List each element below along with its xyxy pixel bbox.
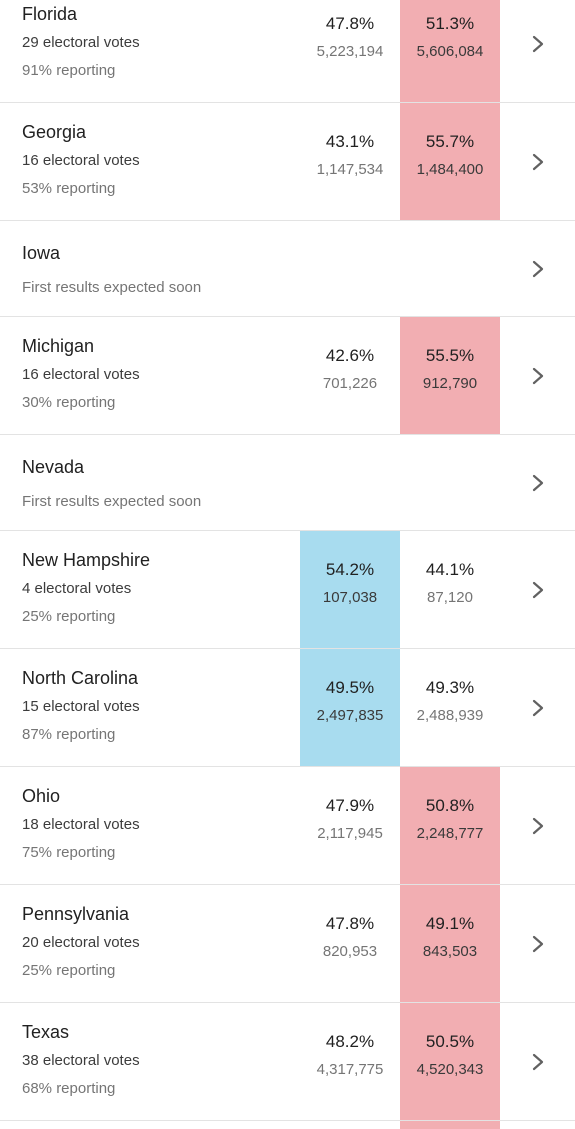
rep-result-cell: 55.5% 912,790 xyxy=(400,317,500,434)
chevron-right-icon[interactable] xyxy=(528,580,548,600)
electoral-votes: 38 electoral votes xyxy=(22,1052,140,1069)
dem-vote-count: 1,147,534 xyxy=(316,161,384,178)
state-row-texas[interactable]: 48.2% 4,317,775 50.5% 4,520,343 Texas 38 elec… xyxy=(0,1003,575,1121)
reporting-percent: 30% reporting xyxy=(22,394,116,411)
chevron-right-icon[interactable] xyxy=(528,816,548,836)
rep-vote-percent: 51.3% xyxy=(425,14,475,33)
dem-vote-count: 820,953 xyxy=(322,943,378,960)
dem-result-cell: 47.8% 5,223,194 xyxy=(300,0,400,102)
state-row-north-carolina[interactable]: 49.5% 2,497,835 49.3% 2,488,939 North Caroli… xyxy=(0,649,575,767)
dem-result-cell: 42.6% 701,226 xyxy=(300,317,400,434)
dem-vote-percent: 47.8% xyxy=(325,14,375,33)
dem-vote-percent: 48.2% xyxy=(325,1032,375,1051)
chevron-right-icon[interactable] xyxy=(528,366,548,386)
reporting-percent: 25% reporting xyxy=(22,608,116,625)
reporting-percent: 91% reporting xyxy=(22,62,116,79)
rep-result-cell: 50.5% 4,520,343 xyxy=(400,1003,500,1120)
rep-result-cell: 44.1% 87,120 xyxy=(400,531,500,648)
chevron-right-icon[interactable] xyxy=(528,152,548,172)
electoral-votes: 20 electoral votes xyxy=(22,934,140,951)
dem-result-cell: 47.9% 2,117,945 xyxy=(300,767,400,884)
reporting-percent: 75% reporting xyxy=(22,844,116,861)
dem-vote-percent: 47.8% xyxy=(325,914,375,933)
state-name: Texas xyxy=(22,1022,70,1042)
rep-vote-percent: 50.5% xyxy=(425,1032,475,1051)
reporting-percent: 87% reporting xyxy=(22,726,116,743)
dem-vote-count: 4,317,775 xyxy=(316,1061,384,1078)
state-name: New Hampshire xyxy=(22,550,151,570)
state-name: Georgia xyxy=(22,122,87,142)
dem-result-cell: 48.2% 4,317,775 xyxy=(300,1003,400,1120)
dem-vote-count: 2,117,945 xyxy=(317,825,383,842)
state-row-pennsylvania[interactable]: 47.8% 820,953 49.1% 843,503 Pennsylvania 20 e… xyxy=(0,885,575,1003)
state-name: Iowa xyxy=(22,243,61,263)
dem-result-cell: 49.5% 2,497,835 xyxy=(300,649,400,766)
rep-vote-percent: 55.5% xyxy=(425,346,475,365)
rep-result-cell: 51.3% 5,606,084 xyxy=(400,0,500,102)
rep-vote-count: 912,790 xyxy=(422,375,478,392)
results-status: First results expected soon xyxy=(22,279,202,296)
rep-result-cell: 55.7% 1,484,400 xyxy=(400,103,500,220)
state-name: Pennsylvania xyxy=(22,904,130,924)
rep-vote-count: 87,120 xyxy=(427,589,473,606)
rep-vote-percent: 49.1% xyxy=(425,914,475,933)
state-row-michigan[interactable]: 42.6% 701,226 55.5% 912,790 Michigan 16 elect… xyxy=(0,317,575,435)
electoral-votes: 16 electoral votes xyxy=(22,366,140,383)
electoral-votes: 16 electoral votes xyxy=(22,152,140,169)
state-row-georgia[interactable]: 43.1% 1,147,534 55.7% 1,484,400 Georgia 16 el… xyxy=(0,103,575,221)
reporting-percent: 53% reporting xyxy=(22,180,116,197)
chevron-right-icon[interactable] xyxy=(528,259,548,279)
electoral-votes: 15 electoral votes xyxy=(22,698,140,715)
rep-vote-percent: 49.3% xyxy=(425,678,475,697)
rep-vote-percent: 44.1% xyxy=(425,560,475,579)
state-name: Michigan xyxy=(22,336,95,356)
state-name: Ohio xyxy=(22,786,61,806)
dem-vote-count: 2,497,835 xyxy=(316,707,384,724)
reporting-percent: 68% reporting xyxy=(22,1080,116,1097)
chevron-right-icon[interactable] xyxy=(528,34,548,54)
rep-vote-count: 2,488,939 xyxy=(416,707,484,724)
rep-vote-count: 843,503 xyxy=(422,943,478,960)
dem-vote-percent: 43.1% xyxy=(325,132,375,151)
rep-vote-count: 2,248,777 xyxy=(416,825,484,842)
rep-result-cell: 50.8% 2,248,777 xyxy=(400,767,500,884)
state-name: Florida xyxy=(22,4,78,24)
state-name: North Carolina xyxy=(22,668,139,688)
dem-vote-count: 107,038 xyxy=(322,589,378,606)
state-name: Nevada xyxy=(22,457,85,477)
dem-vote-percent: 47.9% xyxy=(325,796,375,815)
electoral-votes: 4 electoral votes xyxy=(22,580,132,597)
dem-result-cell: 54.2% 107,038 xyxy=(300,531,400,648)
state-row-new-hampshire[interactable]: 54.2% 107,038 44.1% 87,120 New Hampshire 4 el… xyxy=(0,531,575,649)
chevron-right-icon[interactable] xyxy=(528,473,548,493)
rep-vote-percent: 50.8% xyxy=(425,796,475,815)
dem-vote-percent: 42.6% xyxy=(325,346,375,365)
results-status: First results expected soon xyxy=(22,493,202,510)
state-row-iowa[interactable]: Iowa First results expected soon xyxy=(0,221,575,317)
dem-vote-count: 5,223,194 xyxy=(316,43,384,60)
rep-vote-count: 5,606,084 xyxy=(416,43,484,60)
electoral-votes: 18 electoral votes xyxy=(22,816,140,833)
electoral-votes: 29 electoral votes xyxy=(22,34,140,51)
dem-result-cell: 43.1% 1,147,534 xyxy=(300,103,400,220)
chevron-right-icon[interactable] xyxy=(528,934,548,954)
reporting-percent: 25% reporting xyxy=(22,962,116,979)
state-row-ohio[interactable]: 47.9% 2,117,945 50.8% 2,248,777 Ohio 18 elect… xyxy=(0,767,575,885)
dem-vote-count: 701,226 xyxy=(322,375,378,392)
rep-vote-count: 1,484,400 xyxy=(416,161,484,178)
next-row-rep-highlight xyxy=(400,1121,500,1129)
state-row-florida[interactable]: 47.8% 5,223,194 51.3% 5,606,084 Florida 29 el… xyxy=(0,0,575,103)
dem-result-cell: 47.8% 820,953 xyxy=(300,885,400,1002)
dem-vote-percent: 54.2% xyxy=(325,560,375,579)
rep-result-cell: 49.1% 843,503 xyxy=(400,885,500,1002)
rep-vote-count: 4,520,343 xyxy=(416,1061,484,1078)
chevron-right-icon[interactable] xyxy=(528,1052,548,1072)
dem-vote-percent: 49.5% xyxy=(325,678,375,697)
rep-vote-percent: 55.7% xyxy=(425,132,475,151)
chevron-right-icon[interactable] xyxy=(528,698,548,718)
rep-result-cell: 49.3% 2,488,939 xyxy=(400,649,500,766)
state-row-nevada[interactable]: Nevada First results expected soon xyxy=(0,435,575,531)
